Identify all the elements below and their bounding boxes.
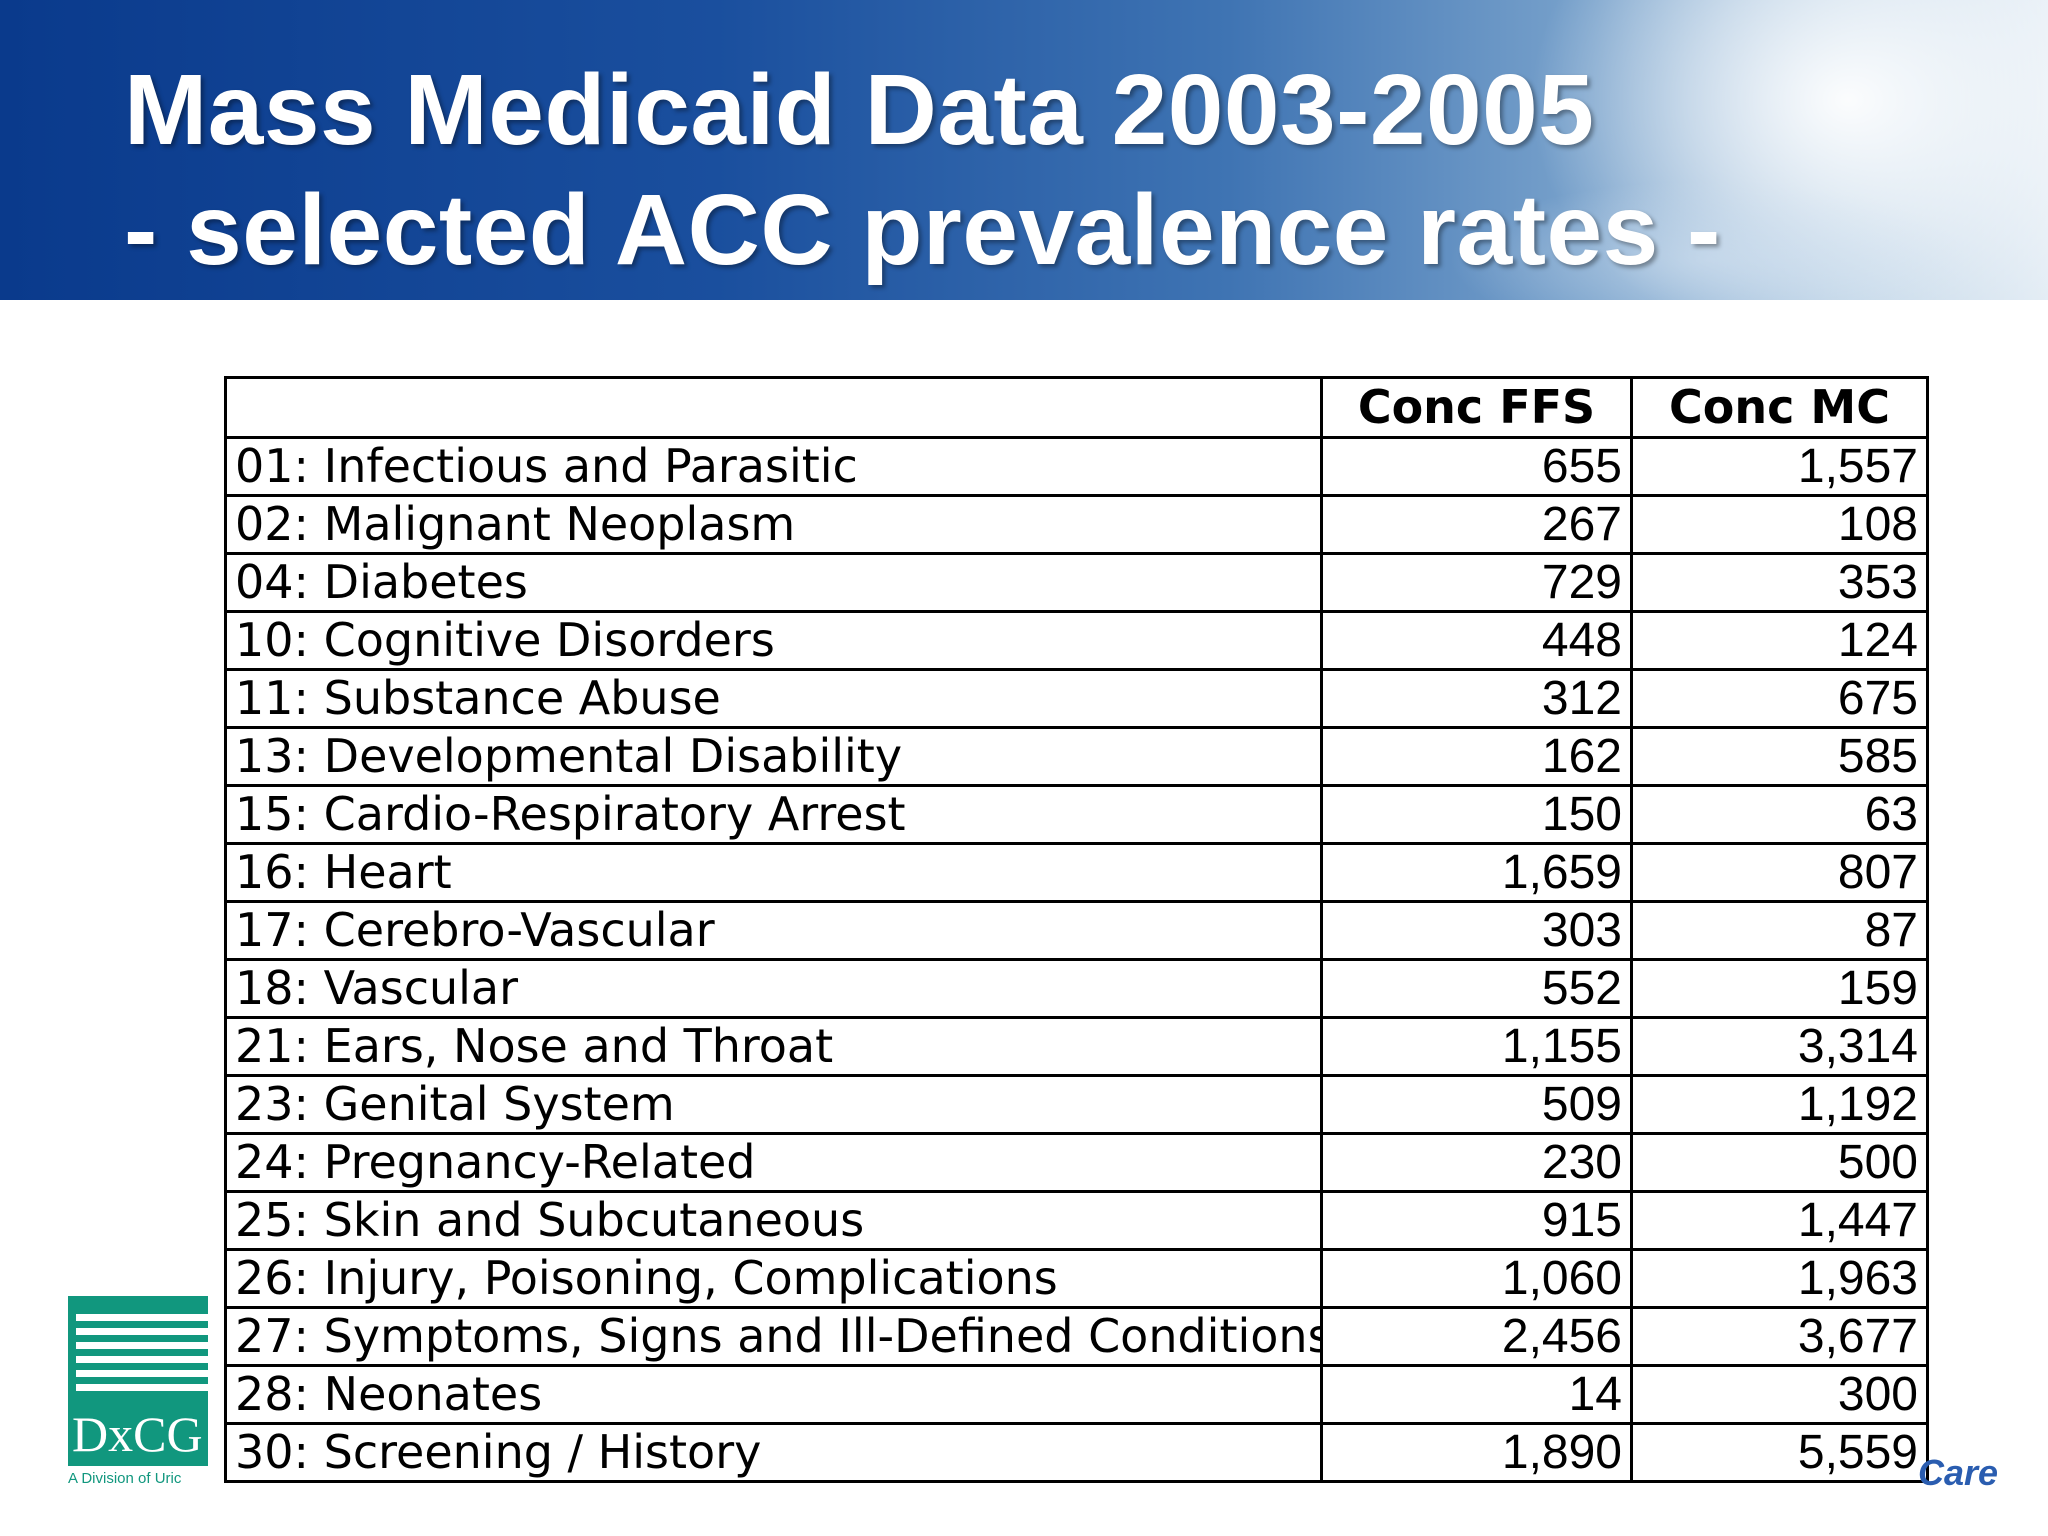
conc-ffs-value: 448: [1320, 610, 1633, 671]
row-label: 02: Malignant Neoplasm: [224, 494, 1323, 555]
dxcg-logo: DxCG A Division of Uric: [68, 1296, 208, 1487]
table-row: 10: Cognitive Disorders 448 124: [224, 610, 1929, 671]
table-row: 30: Screening / History 1,890 5,559: [224, 1422, 1929, 1483]
table-row: 17: Cerebro-Vascular 303 87: [224, 900, 1929, 961]
conc-ffs-value: 1,890: [1320, 1422, 1633, 1483]
row-label: 21: Ears, Nose and Throat: [224, 1016, 1323, 1077]
conc-mc-value: 675: [1630, 668, 1929, 729]
logo-caption: A Division of Uric: [68, 1470, 182, 1487]
conc-ffs-value: 1,060: [1320, 1248, 1633, 1309]
table-row: 25: Skin and Subcutaneous 915 1,447: [224, 1190, 1929, 1251]
table-row: 15: Cardio-Respiratory Arrest 150 63: [224, 784, 1929, 845]
conc-ffs-value: 1,659: [1320, 842, 1633, 903]
conc-ffs-value: 509: [1320, 1074, 1633, 1135]
conc-mc-value: 5,559: [1630, 1422, 1929, 1483]
conc-mc-value: 1,963: [1630, 1248, 1929, 1309]
conc-mc-value: 63: [1630, 784, 1929, 845]
conc-ffs-value: 303: [1320, 900, 1633, 961]
header-cell-conc-mc: Conc MC: [1630, 376, 1929, 439]
footer-care-text: Care: [1918, 1452, 1999, 1493]
conc-ffs-value: 915: [1320, 1190, 1633, 1251]
row-label: 30: Screening / History: [224, 1422, 1323, 1483]
title-banner: Mass Medicaid Data 2003-2005 - selected …: [0, 0, 2048, 300]
header-cell-conc-ffs: Conc FFS: [1320, 376, 1633, 439]
row-label: 15: Cardio-Respiratory Arrest: [224, 784, 1323, 845]
logo-mark: DxCG: [68, 1296, 208, 1466]
conc-mc-value: 3,677: [1630, 1306, 1929, 1367]
row-label: 27: Symptoms, Signs and Ill-Defined Cond…: [224, 1306, 1323, 1367]
conc-ffs-value: 1,155: [1320, 1016, 1633, 1077]
row-label: 04: Diabetes: [224, 552, 1323, 613]
table-row: 18: Vascular 552 159: [224, 958, 1929, 1019]
row-label: 13: Developmental Disability: [224, 726, 1323, 787]
conc-ffs-value: 267: [1320, 494, 1633, 555]
conc-mc-value: 124: [1630, 610, 1929, 671]
conc-mc-value: 300: [1630, 1364, 1929, 1425]
conc-mc-value: 1,447: [1630, 1190, 1929, 1251]
conc-mc-value: 500: [1630, 1132, 1929, 1193]
conc-ffs-value: 14: [1320, 1364, 1633, 1425]
conc-ffs-value: 230: [1320, 1132, 1633, 1193]
row-label: 24: Pregnancy-Related: [224, 1132, 1323, 1193]
row-label: 26: Injury, Poisoning, Complications: [224, 1248, 1323, 1309]
conc-mc-value: 87: [1630, 900, 1929, 961]
logo-stripes-icon: [76, 1314, 208, 1396]
table-row: 26: Injury, Poisoning, Complications 1,06…: [224, 1248, 1929, 1309]
table-row: 04: Diabetes 729 353: [224, 552, 1929, 613]
conc-ffs-value: 150: [1320, 784, 1633, 845]
conc-ffs-value: 312: [1320, 668, 1633, 729]
row-label: 11: Substance Abuse: [224, 668, 1323, 729]
conc-mc-value: 1,192: [1630, 1074, 1929, 1135]
table-row: 11: Substance Abuse 312 675: [224, 668, 1929, 729]
logo-text: DxCG: [72, 1406, 203, 1462]
table-row: 28: Neonates 14 300: [224, 1364, 1929, 1425]
row-label: 01: Infectious and Parasitic: [224, 436, 1323, 497]
conc-mc-value: 108: [1630, 494, 1929, 555]
slide-title: Mass Medicaid Data 2003-2005 - selected …: [124, 50, 1721, 290]
row-label: 17: Cerebro-Vascular: [224, 900, 1323, 961]
header-cell-label: [224, 376, 1323, 439]
row-label: 23: Genital System: [224, 1074, 1323, 1135]
row-label: 16: Heart: [224, 842, 1323, 903]
conc-mc-value: 3,314: [1630, 1016, 1929, 1077]
prevalence-table: Conc FFS Conc MC 01: Infectious and Para…: [224, 376, 1929, 1483]
table-row: 01: Infectious and Parasitic 655 1,557: [224, 436, 1929, 497]
conc-ffs-value: 2,456: [1320, 1306, 1633, 1367]
conc-ffs-value: 655: [1320, 436, 1633, 497]
conc-mc-value: 159: [1630, 958, 1929, 1019]
conc-mc-value: 807: [1630, 842, 1929, 903]
banner-cloud: [1448, 180, 1968, 300]
table-row: 24: Pregnancy-Related 230 500: [224, 1132, 1929, 1193]
conc-ffs-value: 552: [1320, 958, 1633, 1019]
table-row: 21: Ears, Nose and Throat 1,155 3,314: [224, 1016, 1929, 1077]
conc-mc-value: 353: [1630, 552, 1929, 613]
conc-ffs-value: 729: [1320, 552, 1633, 613]
table-row: 27: Symptoms, Signs and Ill-Defined Cond…: [224, 1306, 1929, 1367]
table-row: 16: Heart 1,659 807: [224, 842, 1929, 903]
conc-mc-value: 585: [1630, 726, 1929, 787]
slide-title-line-1: Mass Medicaid Data 2003-2005: [124, 54, 1595, 166]
row-label: 18: Vascular: [224, 958, 1323, 1019]
table-row: 13: Developmental Disability 162 585: [224, 726, 1929, 787]
slide-title-line-2: - selected ACC prevalence rates -: [124, 174, 1721, 286]
table-row: 23: Genital System 509 1,192: [224, 1074, 1929, 1135]
row-label: 25: Skin and Subcutaneous: [224, 1190, 1323, 1251]
table-header-row: Conc FFS Conc MC: [224, 376, 1929, 439]
table-row: 02: Malignant Neoplasm 267 108: [224, 494, 1929, 555]
row-label: 10: Cognitive Disorders: [224, 610, 1323, 671]
conc-ffs-value: 162: [1320, 726, 1633, 787]
conc-mc-value: 1,557: [1630, 436, 1929, 497]
row-label: 28: Neonates: [224, 1364, 1323, 1425]
